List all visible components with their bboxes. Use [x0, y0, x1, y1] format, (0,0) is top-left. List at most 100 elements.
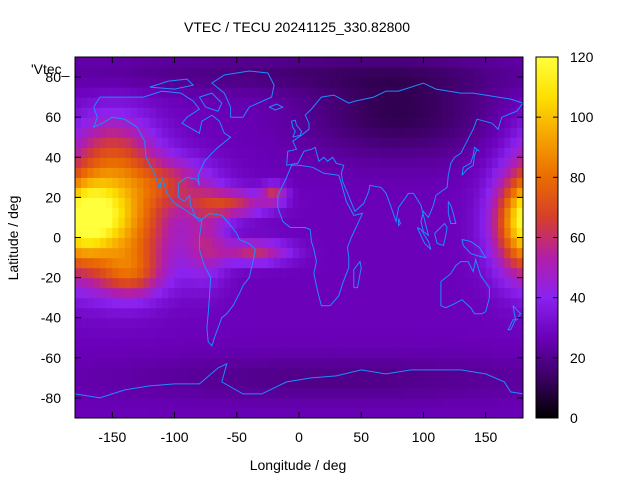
heatmap-cell [81, 267, 89, 279]
heatmap-cell [81, 117, 89, 128]
heatmap-cell [460, 287, 468, 299]
heatmap-cell [168, 337, 176, 349]
heatmap-cell [305, 257, 313, 269]
heatmap-cell [429, 257, 437, 269]
heatmap-cell [118, 177, 126, 188]
heatmap-cell [205, 157, 213, 168]
heatmap-cell [510, 127, 518, 138]
heatmap-cell [323, 367, 331, 379]
heatmap-cell [386, 407, 393, 418]
heatmap-cell [75, 337, 82, 349]
heatmap-cell [193, 157, 201, 168]
heatmap-cell [342, 297, 350, 309]
heatmap-cell [255, 167, 263, 178]
heatmap-cell [361, 267, 369, 279]
heatmap-cell [292, 377, 300, 389]
heatmap-cell [342, 147, 350, 158]
heatmap-cell [479, 127, 487, 138]
heatmap-cell [131, 377, 138, 389]
heatmap-cell [429, 387, 437, 399]
heatmap-cell [137, 247, 145, 259]
heatmap-cell [280, 157, 288, 168]
heatmap-cell [429, 267, 437, 279]
heatmap-cell [336, 97, 344, 108]
heatmap-cell [280, 167, 288, 178]
heatmap-cell [367, 57, 375, 68]
heatmap-cell [218, 387, 225, 399]
heatmap-cell [454, 237, 462, 249]
heatmap-cell [411, 407, 418, 418]
heatmap-cell [118, 87, 126, 98]
heatmap-cell [460, 57, 468, 68]
heatmap-cell [124, 107, 132, 118]
heatmap-cell [398, 107, 406, 118]
heatmap-cell [386, 347, 393, 359]
heatmap-cell [168, 227, 176, 239]
heatmap-cell [211, 387, 219, 399]
heatmap-cell [230, 277, 238, 289]
heatmap-cell [404, 337, 412, 349]
heatmap-cell [411, 107, 418, 118]
heatmap-cell [498, 157, 505, 168]
heatmap-cell [236, 97, 244, 108]
heatmap-cell [504, 387, 512, 399]
heatmap-cell [211, 227, 219, 239]
heatmap-cell [267, 127, 275, 138]
heatmap-cell [491, 127, 499, 138]
heatmap-cell [205, 257, 213, 269]
heatmap-cell [411, 367, 418, 379]
heatmap-cell [236, 297, 244, 309]
heatmap-cell [404, 157, 412, 168]
heatmap-cell [392, 187, 400, 198]
heatmap-cell [448, 247, 456, 259]
heatmap-cell [373, 297, 381, 309]
heatmap-cell [442, 397, 449, 409]
colorbar-tick-label: 20 [570, 350, 586, 366]
heatmap-cell [379, 257, 387, 269]
heatmap-cell [429, 107, 437, 118]
heatmap-cell [81, 97, 89, 108]
heatmap-cell [398, 147, 406, 158]
heatmap-cell [498, 397, 505, 409]
heatmap-cell [504, 297, 512, 309]
heatmap-cell [398, 267, 406, 279]
heatmap-cell [93, 357, 101, 369]
heatmap-cell [236, 367, 244, 379]
heatmap-cell [162, 397, 169, 409]
heatmap-cell [236, 267, 244, 279]
heatmap-cell [423, 197, 431, 209]
heatmap-cell [323, 237, 331, 249]
heatmap-cell [491, 297, 499, 309]
heatmap-cell [498, 127, 505, 138]
heatmap-cell [473, 177, 481, 188]
heatmap-cell [460, 127, 468, 138]
heatmap-cell [224, 207, 232, 219]
heatmap-cell [230, 407, 238, 418]
heatmap-cell [81, 297, 89, 309]
heatmap-cell [299, 127, 306, 138]
heatmap-cell [249, 87, 257, 98]
heatmap-cell [81, 347, 89, 359]
heatmap-cell [180, 127, 188, 138]
heatmap-cell [330, 97, 337, 108]
heatmap-cell [243, 397, 250, 409]
heatmap-cell [87, 117, 95, 128]
heatmap-cell [342, 397, 350, 409]
heatmap-cell [112, 57, 120, 68]
heatmap-cell [379, 317, 387, 329]
heatmap-cell [442, 97, 449, 108]
heatmap-cell [336, 87, 344, 98]
heatmap-cell [131, 307, 138, 319]
heatmap-cell [355, 347, 362, 359]
heatmap-cell [218, 147, 225, 158]
heatmap-cell [386, 167, 393, 178]
heatmap-cell [168, 177, 176, 188]
heatmap-cell [348, 297, 356, 309]
heatmap-cell [504, 177, 512, 188]
heatmap-cell [355, 337, 362, 349]
heatmap-cell [174, 77, 182, 88]
heatmap-cell [504, 287, 512, 299]
heatmap-cell [99, 287, 107, 299]
heatmap-cell [311, 147, 319, 158]
heatmap-cell [112, 187, 120, 198]
